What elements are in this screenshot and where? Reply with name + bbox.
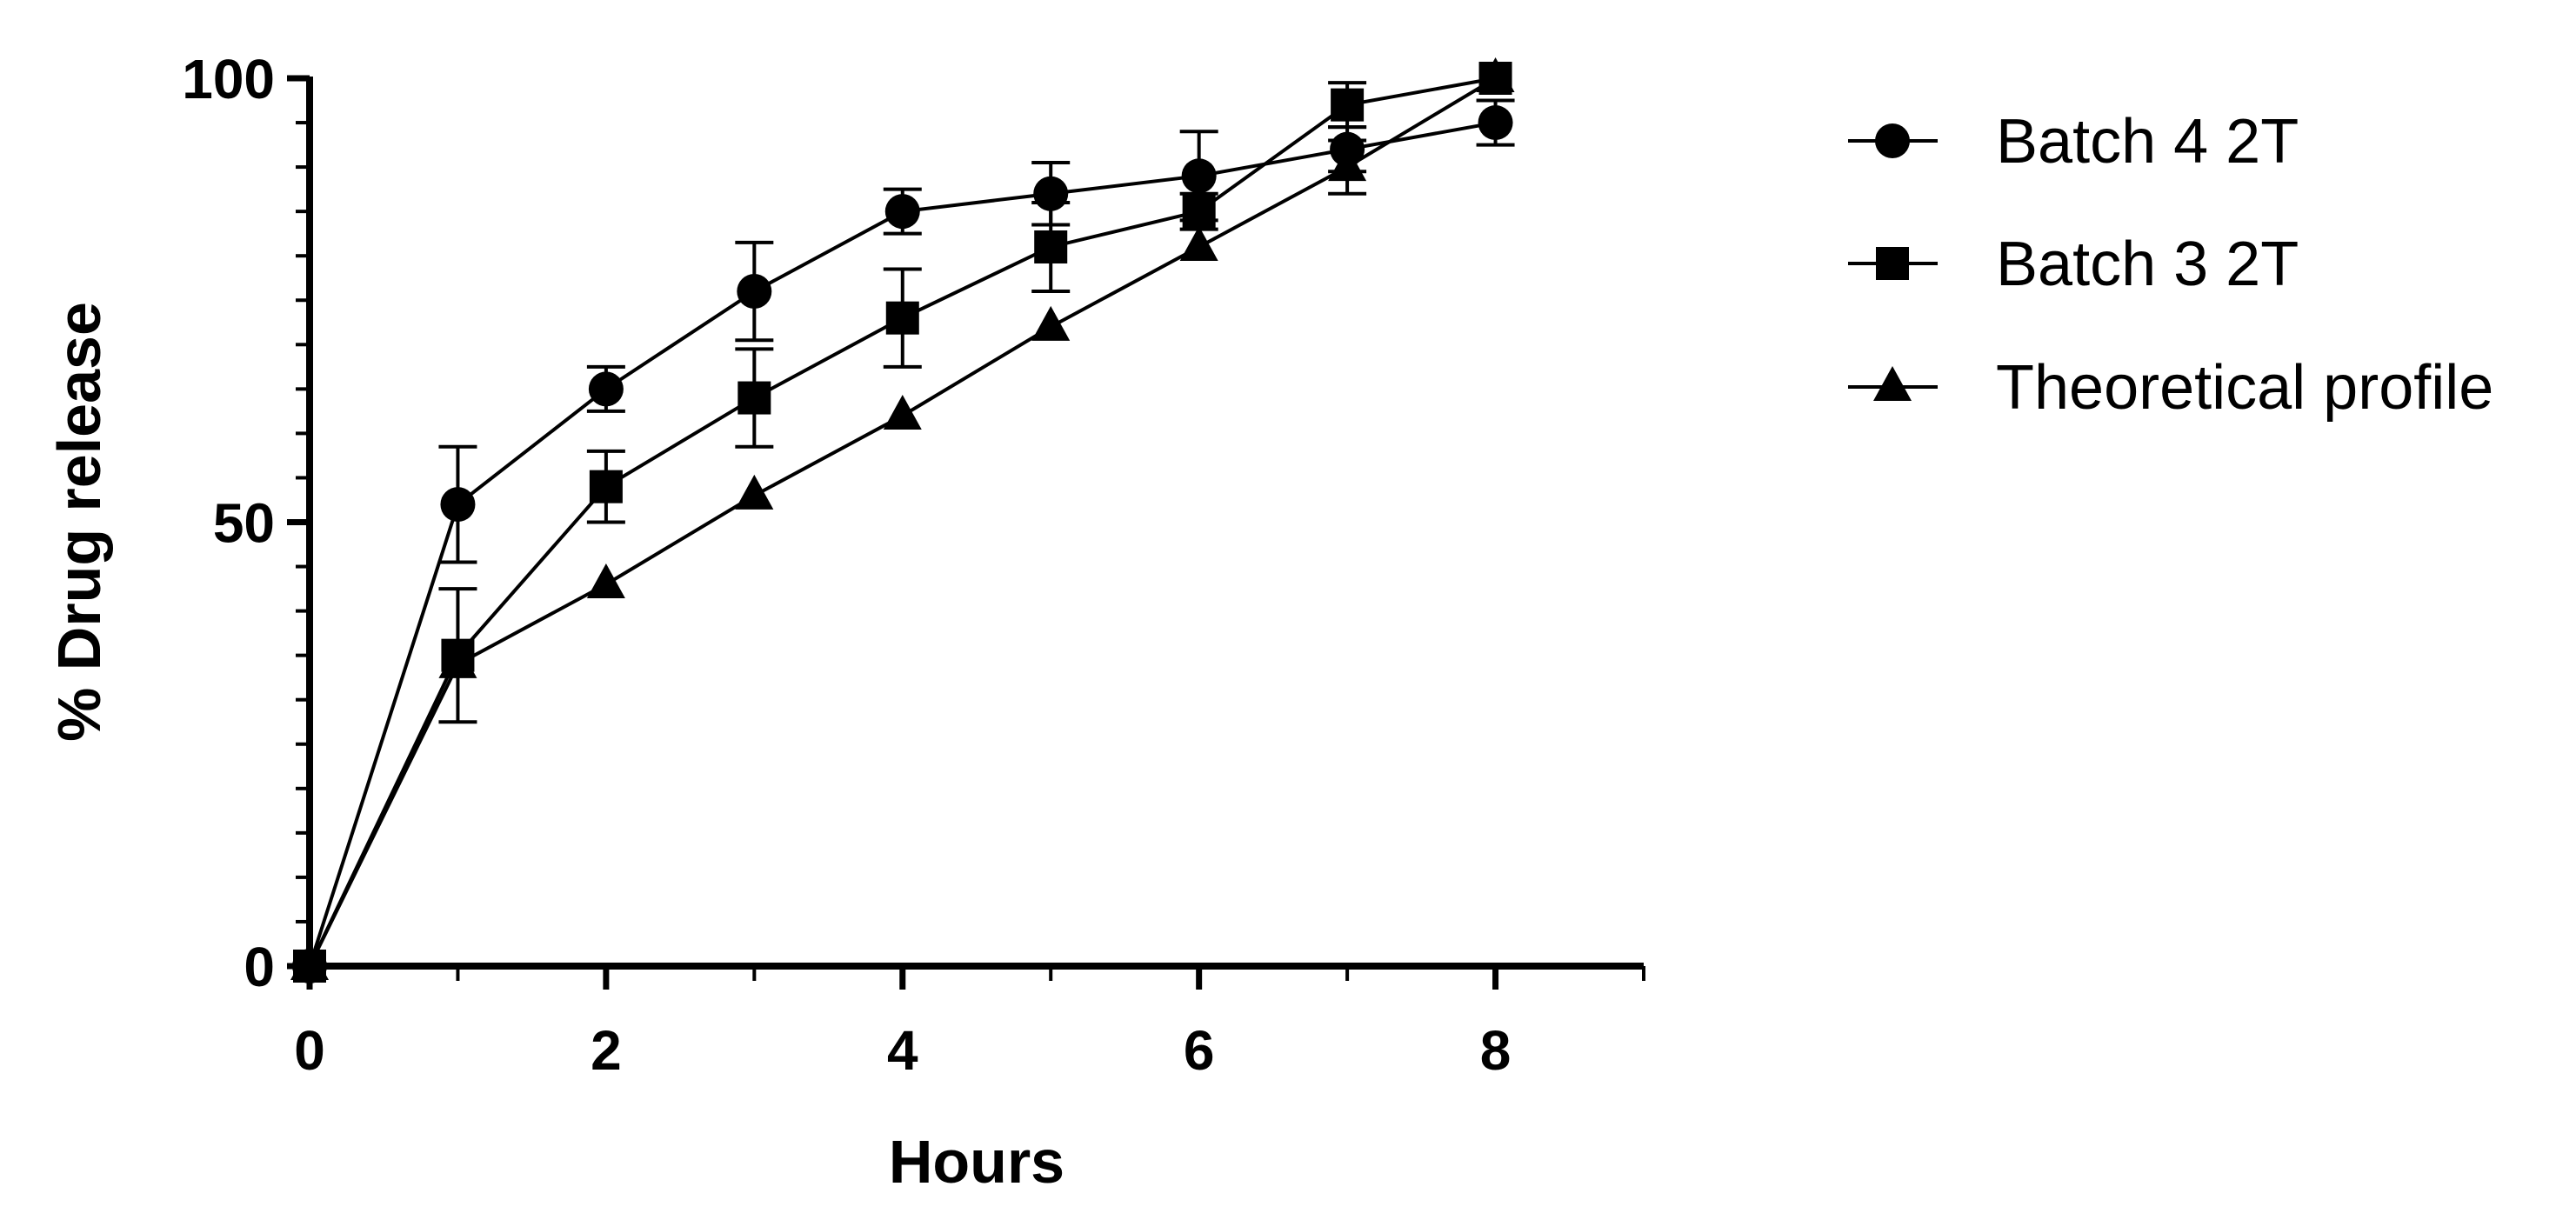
- axes: 0 50 100 0 2 4 6 8: [182, 48, 1645, 1082]
- data-point: [1331, 88, 1365, 122]
- data-point: [885, 301, 919, 335]
- data-point: [586, 563, 625, 598]
- x-tick-label: 4: [887, 1019, 918, 1082]
- data-point: [1182, 195, 1216, 229]
- x-ticks: 0 2 4 6 8: [294, 966, 1645, 1082]
- y-axis-title: % Drug release: [45, 302, 113, 742]
- data-point: [1179, 225, 1218, 261]
- x-tick-label: 2: [591, 1019, 622, 1082]
- data-layer: [290, 57, 1515, 983]
- y-tick-label: 0: [244, 936, 275, 998]
- x-tick-label: 0: [294, 1019, 325, 1082]
- x-tick-label: 8: [1480, 1019, 1512, 1082]
- data-point: [588, 371, 624, 407]
- data-point: [735, 474, 774, 510]
- x-tick-label: 6: [1184, 1019, 1215, 1082]
- data-point: [1181, 158, 1217, 194]
- data-point: [737, 381, 771, 415]
- legend: Batch 4 2T Batch 3 2T Theoretical profile: [1848, 107, 2493, 423]
- legend-marker: [1873, 366, 1912, 401]
- data-point: [1031, 305, 1071, 341]
- data-point: [884, 194, 920, 230]
- legend-label: Batch 4 2T: [1996, 107, 2299, 177]
- x-axis-title: Hours: [889, 1128, 1064, 1196]
- legend-item: Batch 4 2T: [1848, 107, 2299, 177]
- y-tick-label: 100: [182, 48, 275, 110]
- data-point: [1328, 146, 1367, 182]
- data-point: [737, 274, 772, 310]
- data-point: [589, 470, 623, 503]
- y-ticks: 0 50 100: [182, 48, 310, 998]
- legend-item: Batch 3 2T: [1848, 230, 2299, 299]
- data-point: [1476, 57, 1515, 92]
- data-point: [883, 394, 922, 430]
- legend-marker: [1876, 247, 1909, 280]
- legend-item: Theoretical profile: [1848, 353, 2493, 423]
- legend-label: Batch 3 2T: [1996, 230, 2299, 299]
- data-point: [1478, 105, 1513, 141]
- series-line: [308, 121, 1496, 967]
- y-tick-label: 50: [213, 492, 275, 555]
- data-point: [1034, 230, 1068, 263]
- data-point: [440, 487, 476, 523]
- plot-area: 0 50 100 0 2 4 6 8 Hours % Drug release: [45, 48, 1645, 1196]
- legend-label: Theoretical profile: [1996, 353, 2493, 423]
- series-circle: [292, 98, 1515, 983]
- data-point: [438, 643, 477, 678]
- legend-marker: [1875, 123, 1910, 158]
